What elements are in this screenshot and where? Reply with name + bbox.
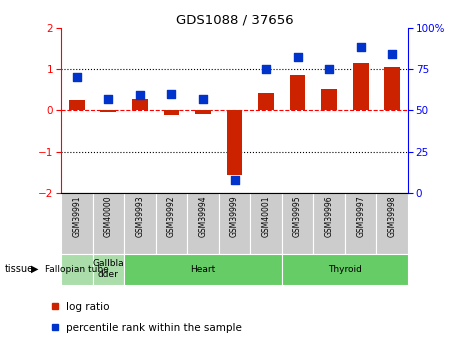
Bar (282, 193, 313, 254)
Text: GSM40000: GSM40000 (104, 195, 113, 237)
Text: GSM39992: GSM39992 (167, 195, 176, 237)
Point (262, 66, 270, 72)
Bar (124, 193, 156, 254)
Bar (92, 193, 124, 254)
Text: ▶: ▶ (30, 264, 38, 274)
Bar (353, 63, 369, 110)
Text: GSM39991: GSM39991 (72, 195, 81, 237)
Bar (164, 110, 179, 115)
Bar (377, 193, 408, 254)
Bar (187, 193, 219, 254)
Text: tissue: tissue (5, 264, 34, 274)
Bar (219, 193, 250, 254)
Point (231, 177, 238, 183)
Bar (250, 193, 282, 254)
Bar (69, 100, 84, 110)
Text: GSM39993: GSM39993 (136, 195, 144, 237)
Bar (124, 254, 282, 285)
Point (136, 93, 144, 98)
Text: Fallopian tube: Fallopian tube (45, 265, 109, 274)
Bar (61, 254, 92, 285)
Bar (385, 67, 400, 110)
Bar (321, 89, 337, 110)
Point (73, 75, 81, 80)
Point (105, 96, 112, 101)
Bar (156, 193, 187, 254)
Title: GDS1088 / 37656: GDS1088 / 37656 (176, 13, 293, 27)
Bar (132, 99, 148, 110)
Text: Heart: Heart (190, 265, 216, 274)
Text: GSM40001: GSM40001 (262, 195, 271, 237)
Bar (195, 110, 211, 114)
Bar (345, 193, 377, 254)
Point (199, 96, 207, 101)
Bar (258, 93, 274, 110)
Text: Gallbla
dder: Gallbla dder (92, 259, 124, 279)
Text: GSM39995: GSM39995 (293, 195, 302, 237)
Text: GSM39996: GSM39996 (325, 195, 333, 237)
Text: GSM39999: GSM39999 (230, 195, 239, 237)
Point (167, 91, 175, 97)
Bar (61, 193, 92, 254)
Point (388, 51, 396, 57)
Text: percentile rank within the sample: percentile rank within the sample (66, 323, 242, 333)
Point (325, 66, 333, 72)
Text: GSM39997: GSM39997 (356, 195, 365, 237)
Text: GSM39998: GSM39998 (388, 195, 397, 237)
Point (294, 55, 302, 60)
Text: Thyroid: Thyroid (328, 265, 362, 274)
Bar (100, 110, 116, 112)
Bar (92, 254, 124, 285)
Bar (227, 110, 242, 175)
Point (357, 45, 364, 50)
Text: GSM39994: GSM39994 (198, 195, 207, 237)
Bar (313, 193, 345, 254)
Text: log ratio: log ratio (66, 302, 109, 312)
Bar (282, 254, 408, 285)
Bar (290, 75, 305, 110)
